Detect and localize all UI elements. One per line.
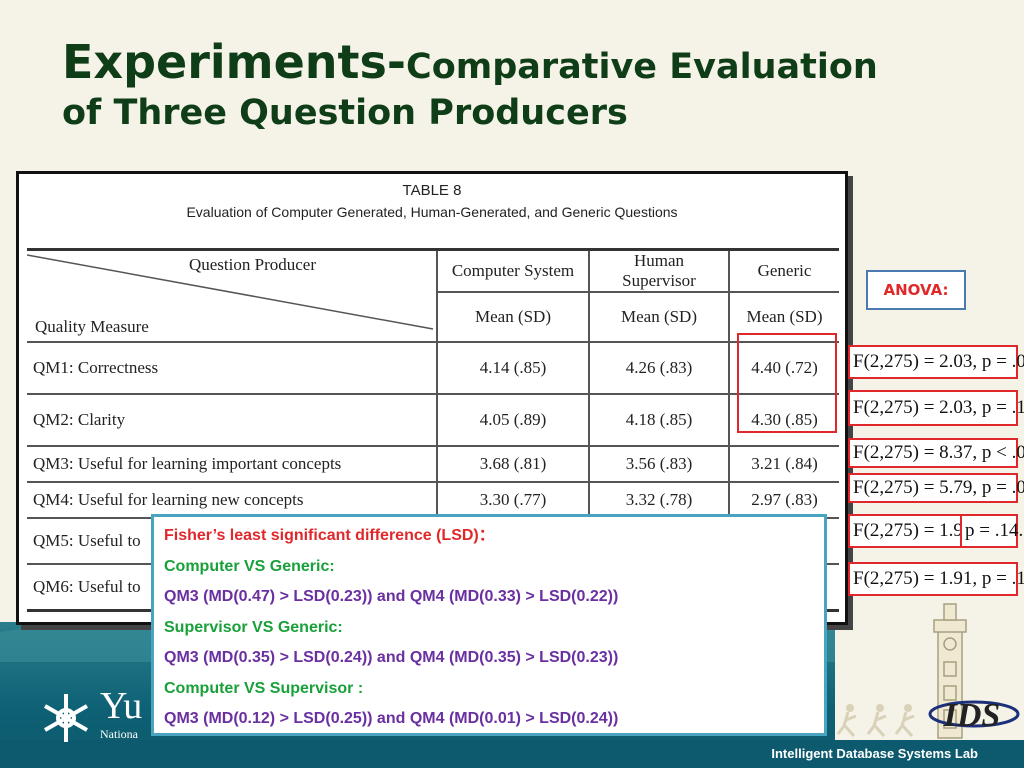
table-subtitle: Evaluation of Computer Generated, Human-… — [186, 204, 678, 220]
ids-logo-icon: IDS — [928, 697, 1020, 734]
row-measure: QM4: Useful for learning new concepts — [27, 481, 437, 518]
table-row: QM2: Clarity 4.05 (.89) 4.18 (.85) 4.30 … — [27, 393, 839, 446]
anova-result-qm5-p: p = .14. — [960, 514, 1023, 548]
lsd-comparison-1: Computer VS Generic: — [164, 557, 335, 575]
title-part2: Comparative Evaluation — [406, 47, 878, 87]
row-value: 3.30 (.77) — [436, 481, 589, 518]
row-value: 4.30 (.85) — [728, 393, 839, 446]
table-row: QM4: Useful for learning new concepts 3.… — [27, 481, 839, 518]
row-value: 4.26 (.83) — [588, 341, 729, 394]
lsd-callout: Fisher’s least significant difference (L… — [151, 514, 827, 736]
question-producer-header: Question Producer — [188, 255, 316, 274]
row-value: 3.68 (.81) — [436, 445, 589, 482]
university-name: Yu — [100, 685, 143, 727]
row-value: 3.56 (.83) — [588, 445, 729, 482]
lsd-comparison-3: Computer VS Supervisor : — [164, 679, 364, 697]
title-part1: Experiments- — [62, 35, 407, 89]
row-measure: QM3: Useful for learning important conce… — [27, 445, 437, 482]
ids-logo-text: IDS — [943, 697, 1001, 734]
row-value: 2.97 (.83) — [728, 481, 839, 518]
title-line2: of Three Question Producers — [62, 92, 628, 133]
diagonal-line — [27, 254, 434, 330]
university-subname: Nationa — [100, 727, 138, 741]
slide-title: Experiments-Comparative Evaluation of Th… — [62, 36, 962, 133]
lsd-comparison-2: Supervisor VS Generic: — [164, 618, 343, 636]
row-measure: QM1: Correctness — [27, 341, 437, 394]
row-value: 4.05 (.89) — [436, 393, 589, 446]
row-measure: QM2: Clarity — [27, 393, 437, 446]
subheader-cell: Mean (SD) — [436, 291, 589, 342]
anova-label: ANOVA: — [866, 270, 966, 310]
university-logo-icon — [44, 694, 88, 742]
col-header-generic: Generic — [728, 248, 839, 292]
row-value: 3.32 (.78) — [588, 481, 729, 518]
lsd-comparison-1-detail: QM3 (MD(0.47) > LSD(0.23)) and QM4 (MD(0… — [164, 588, 619, 605]
row-value: 3.21 (.84) — [728, 445, 839, 482]
generic-highlight-box — [737, 333, 837, 433]
lab-label: Intelligent Database Systems Lab — [771, 746, 978, 761]
anova-result-qm3: F(2,275) = 8.37, p < .001 — [848, 438, 1024, 468]
anova-result-qm2: F(2,275) = 2.03, p = .13. — [848, 390, 1024, 426]
lab-bar: Intelligent Database Systems Lab — [0, 740, 1024, 768]
anova-result-qm1: F(2,275) = 2.03, p = .07 — [848, 345, 1024, 379]
tower-icon — [933, 603, 967, 739]
table-row: QM3: Useful for learning important conce… — [27, 445, 839, 482]
lsd-comparison-2-detail: QM3 (MD(0.35) > LSD(0.24)) and QM4 (MD(0… — [164, 649, 619, 666]
col-header-human: Human Supervisor — [588, 248, 729, 292]
quality-measure-header: Quality Measure — [35, 317, 149, 336]
table-caption: TABLE 8 — [402, 182, 462, 199]
lsd-heading: Fisher’s least significant difference (L… — [164, 527, 495, 544]
row-value: 4.40 (.72) — [728, 341, 839, 394]
row-value: 4.18 (.85) — [588, 393, 729, 446]
corner-header-cell: Question Producer Quality Measure — [27, 248, 437, 342]
anova-result-qm6: F(2,275) = 1.91, p = .15 — [848, 562, 1024, 596]
table-row: QM1: Correctness 4.14 (.85) 4.26 (.83) 4… — [27, 341, 839, 394]
runners-icon — [836, 704, 915, 738]
row-value: 4.14 (.85) — [436, 341, 589, 394]
col-header-computer: Computer System — [436, 248, 589, 292]
anova-result-qm5-f: F(2,275) = 1.97, — [848, 514, 977, 548]
table-header-row: Question Producer Quality Measure Comput… — [27, 248, 839, 342]
anova-result-qm4: F(2,275) = 5.79, p = .003 — [848, 473, 1024, 503]
lsd-comparison-3-detail: QM3 (MD(0.12) > LSD(0.25)) and QM4 (MD(0… — [164, 710, 619, 727]
subheader-cell: Mean (SD) — [588, 291, 729, 342]
